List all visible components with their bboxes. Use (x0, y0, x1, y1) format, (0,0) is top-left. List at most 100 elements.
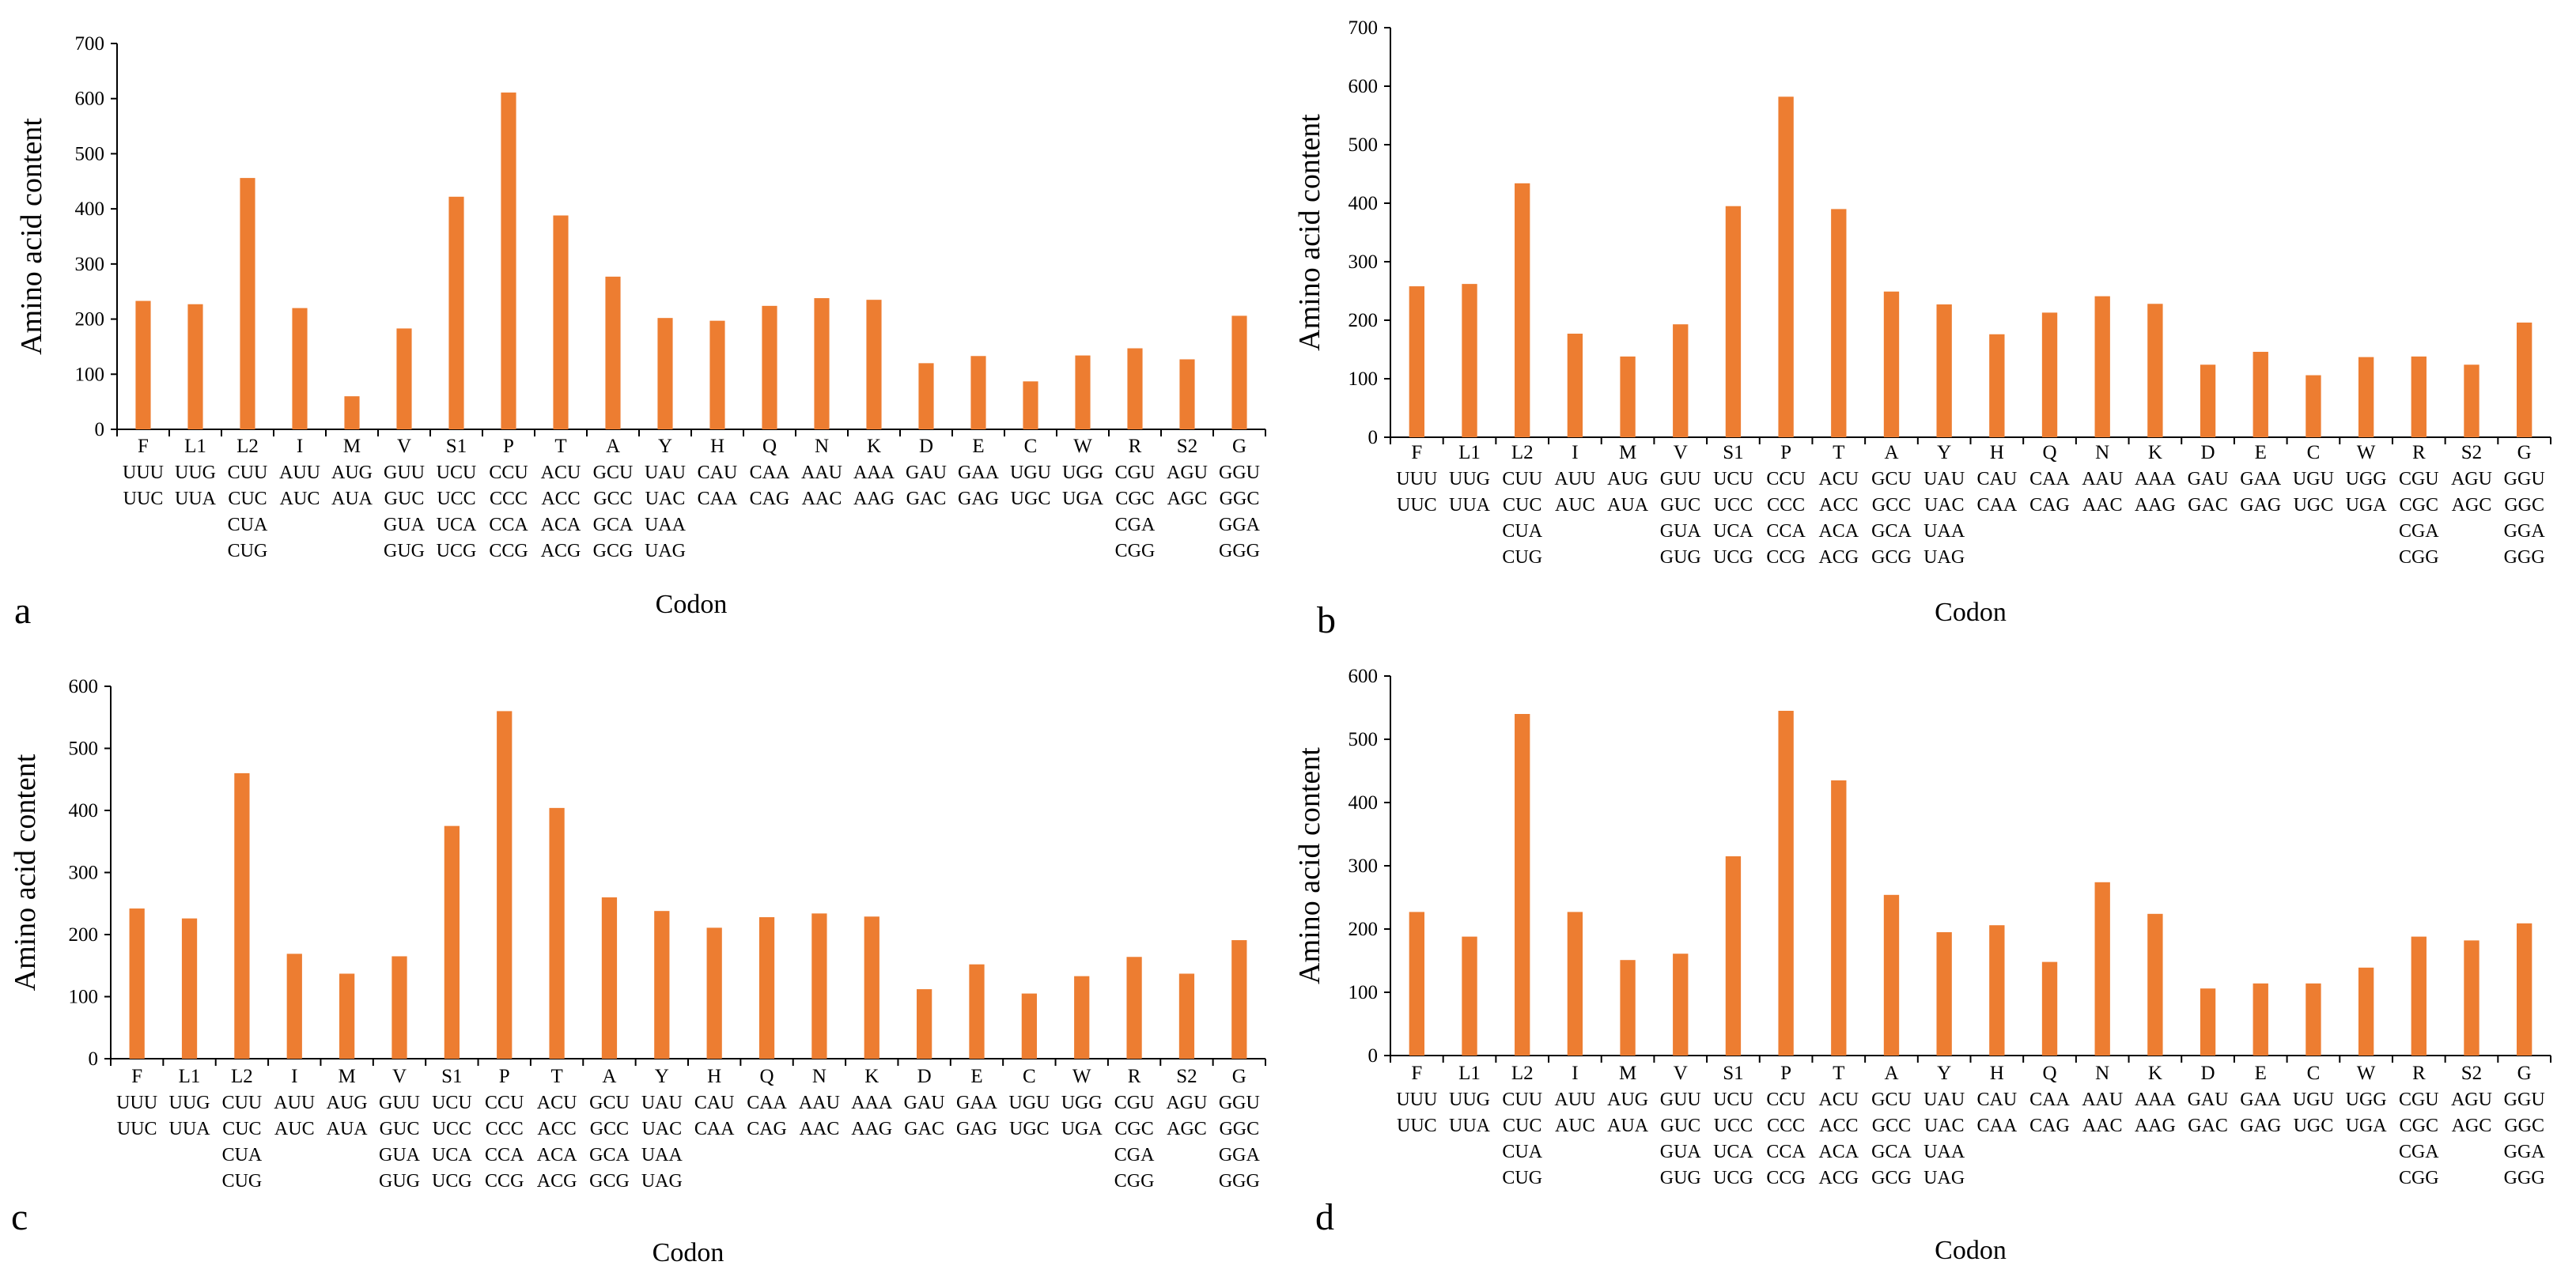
codon-label: UUG (175, 463, 216, 483)
codon-label: GUC (1660, 495, 1700, 516)
x-category-label: Q (2042, 442, 2056, 463)
bar-k (864, 916, 879, 1059)
chart-panel-d: 0 100 200 300 400 500 600 F UUU UUC L1 UUG UUA L2 CUU C… (1293, 666, 2551, 1265)
bar-k (866, 300, 882, 429)
x-category-label: R (1128, 1066, 1141, 1087)
codon-label: CCG (1766, 547, 1805, 568)
codon-label: UUU (1396, 1090, 1437, 1110)
x-category-label: W (1072, 1066, 1091, 1087)
x-category-label: A (606, 436, 620, 457)
bar-d (2200, 988, 2216, 1056)
y-tick-label: 500 (1349, 134, 1379, 156)
codon-label: AAU (801, 463, 842, 483)
codon-label: CAG (2029, 1116, 2070, 1136)
codon-label: AAA (851, 1093, 893, 1113)
codon-label: UAC (1924, 495, 1965, 516)
x-category-label: S1 (441, 1066, 462, 1087)
codon-label: CCU (1766, 469, 1805, 489)
x-category-label: H (710, 436, 724, 457)
codon-label: GAC (906, 489, 947, 509)
bar-h (706, 927, 722, 1059)
x-category-label: Q (762, 436, 777, 457)
codon-label: CAA (1977, 1116, 2018, 1136)
codon-label: AGC (1167, 1119, 1207, 1139)
codon-label: AAG (851, 1119, 892, 1139)
bar-p (501, 93, 516, 429)
x-category-label: C (2307, 442, 2321, 463)
bar-i (1567, 912, 1583, 1056)
codon-label: GAU (2188, 1090, 2229, 1110)
codon-label: ACC (1819, 1116, 1858, 1136)
y-tick-label: 400 (75, 198, 105, 220)
x-category-label: T (1833, 442, 1844, 463)
codon-label: UUA (175, 489, 217, 509)
codon-label: UCG (437, 541, 477, 561)
bar-l2 (240, 178, 255, 430)
codon-label: UAU (641, 1093, 683, 1113)
codon-label: AAC (2082, 495, 2123, 516)
x-category-label: A (1884, 442, 1898, 463)
bar-y (1936, 932, 1952, 1056)
bar-a (1883, 894, 1900, 1056)
bar-w (1074, 976, 1090, 1059)
bar-y (1936, 304, 1952, 437)
codon-label: CUG (1502, 547, 1542, 568)
bar-e (970, 356, 986, 429)
codon-label: UCC (1714, 1116, 1753, 1136)
x-category-label: V (1674, 1063, 1688, 1084)
codon-label: GAA (2240, 469, 2282, 489)
codon-label: GAG (2240, 495, 2281, 516)
codon-label: CUA (1502, 1142, 1542, 1162)
bar-p (497, 711, 513, 1059)
codon-label: CUG (1502, 1168, 1542, 1188)
codon-label: CAG (747, 1119, 787, 1139)
x-category-label: D (919, 436, 933, 457)
y-tick-label: 200 (1349, 310, 1379, 331)
y-tick-label: 500 (69, 738, 99, 760)
y-tick-label: 100 (1349, 368, 1379, 390)
y-tick-label: 0 (1368, 1045, 1379, 1067)
x-axis-title: Codon (653, 1238, 724, 1267)
y-tick-label: 0 (1368, 427, 1379, 448)
codon-label: UAG (641, 1171, 683, 1192)
codon-label: CAG (750, 489, 790, 509)
codon-label: ACA (1818, 521, 1859, 542)
codon-label: AUC (280, 489, 320, 509)
bar-m (339, 973, 355, 1059)
bar-l2 (234, 772, 250, 1059)
x-category-label: P (1780, 442, 1791, 463)
panel-label: d (1315, 1196, 1334, 1238)
x-category-label: E (2255, 442, 2267, 463)
y-tick-label: 0 (89, 1048, 99, 1070)
codon-label: CCU (485, 1093, 524, 1113)
x-category-label: L2 (1511, 442, 1534, 463)
bar-q (758, 917, 775, 1059)
x-category-label: V (1674, 442, 1688, 463)
x-category-label: F (1411, 1063, 1422, 1084)
x-category-label: F (138, 436, 149, 457)
codon-label: CGU (2399, 469, 2439, 489)
x-category-label: L2 (231, 1066, 253, 1087)
codon-label: CAA (750, 463, 790, 483)
bar-y (654, 911, 670, 1059)
codon-label: GAG (956, 1119, 997, 1139)
codon-label: GGC (2504, 495, 2544, 516)
x-category-label: P (499, 1066, 510, 1087)
bar-s1 (448, 196, 464, 429)
codon-label: AUG (1607, 469, 1648, 489)
bar-m (1620, 960, 1636, 1056)
codon-label: AUC (1555, 495, 1595, 516)
codon-label: GAU (906, 463, 947, 483)
y-tick-label: 300 (69, 863, 99, 884)
codon-label: GCG (589, 1171, 630, 1192)
codon-label: AAC (2082, 1116, 2123, 1136)
codon-label: CGU (1114, 1093, 1155, 1113)
codon-label: ACA (537, 1145, 577, 1165)
codon-label: GGA (2504, 1142, 2546, 1162)
codon-label: UCU (437, 463, 477, 483)
y-tick-label: 700 (75, 33, 105, 55)
x-category-label: R (1129, 436, 1142, 457)
codon-label: UAC (1924, 1116, 1965, 1136)
bar-l2 (1515, 183, 1530, 437)
